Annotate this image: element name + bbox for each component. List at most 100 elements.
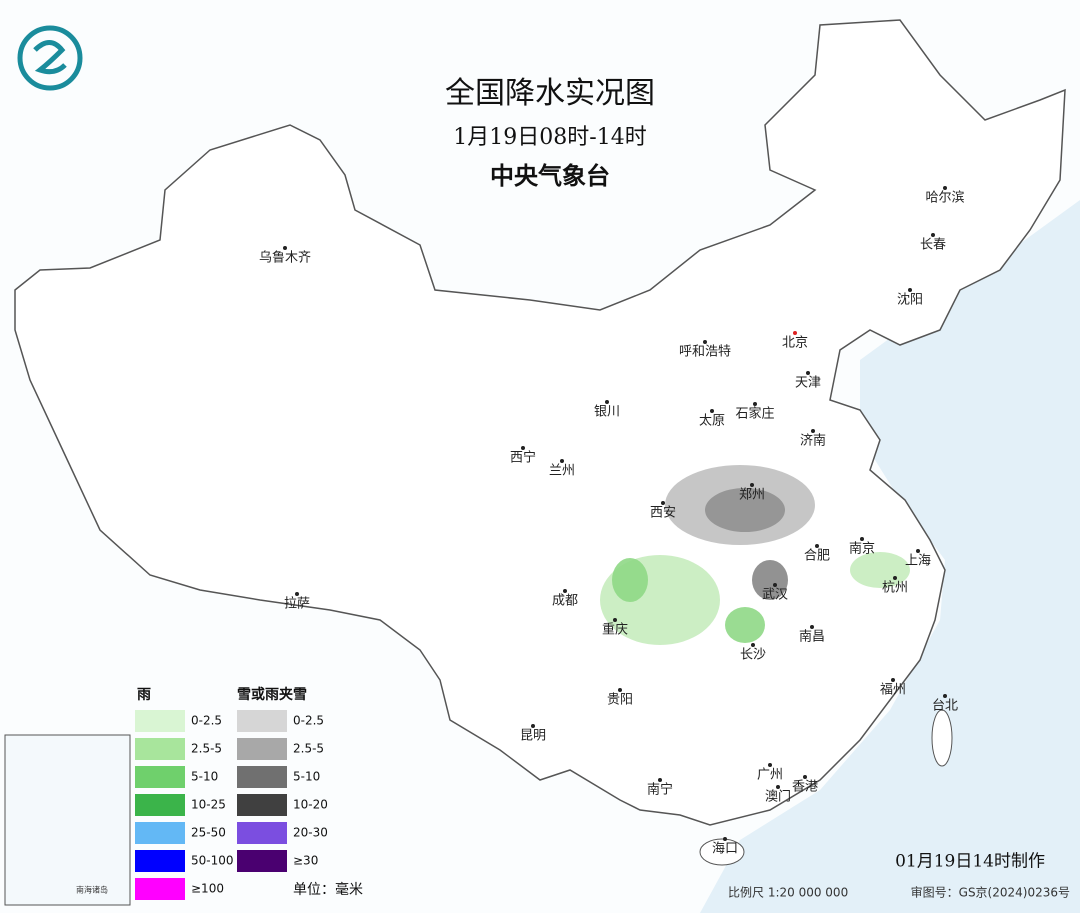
city-label: 杭州 [882, 581, 908, 596]
city-dot [703, 340, 707, 344]
city-label: 海口 [712, 842, 738, 857]
city-dot [753, 402, 757, 406]
city-label: 广州 [757, 768, 783, 783]
city-label: 南宁 [647, 782, 673, 798]
city-label: 北京 [782, 336, 808, 351]
city-label: 重庆 [602, 622, 628, 638]
city-dot [531, 724, 535, 728]
city-label: 武汉 [762, 588, 788, 603]
city-dot [931, 233, 935, 237]
snow-area [752, 560, 788, 600]
rain-area [725, 607, 765, 643]
city-dot [768, 763, 772, 767]
legend-label: 25-50 [191, 826, 226, 840]
scale: 比例尺 1:20 000 000 [728, 886, 848, 900]
city-dot [723, 837, 727, 841]
city-label: 香港 [792, 780, 818, 795]
city-dot [860, 537, 864, 541]
legend-swatch [135, 738, 185, 760]
city-dot [295, 592, 299, 596]
legend-label: ≥100 [191, 882, 224, 896]
city-dot [908, 288, 912, 292]
city-dot [605, 400, 609, 404]
sea [700, 200, 1080, 913]
legend-title: 雪或雨夹雪 [237, 686, 307, 703]
inset-label: 南海诸岛 [76, 885, 108, 895]
city-label: 西安 [650, 506, 676, 521]
legend-swatch [135, 766, 185, 788]
made-time: 01月19日14时制作 [895, 852, 1045, 872]
city-label: 福州 [880, 683, 906, 698]
city-dot [661, 501, 665, 505]
legend-swatch [237, 738, 287, 760]
city-label: 石家庄 [735, 406, 774, 422]
legend-unit: 单位：毫米 [293, 881, 363, 898]
legend-swatch [237, 710, 287, 732]
legend-label: 50-100 [191, 854, 234, 868]
city-dot [943, 694, 947, 698]
city-dot [810, 625, 814, 629]
city-label: 呼和浩特 [679, 345, 731, 360]
city-label: 沈阳 [897, 293, 923, 308]
legend-label: ≥30 [293, 854, 318, 868]
logo [33, 40, 67, 75]
city-dot [751, 643, 755, 647]
legend-label: 10-20 [293, 798, 328, 812]
approval: 审图号：GS京(2024)0236号 [911, 885, 1070, 900]
legend-label: 2.5-5 [191, 742, 222, 756]
legend-swatch [135, 822, 185, 844]
logo [17, 25, 83, 91]
city-label: 济南 [800, 433, 826, 449]
city-dot [563, 589, 567, 593]
legend-swatch [135, 850, 185, 872]
city-label: 郑州 [739, 488, 765, 503]
city-dot [793, 331, 797, 335]
city-dot [773, 583, 777, 587]
legend-swatch [135, 794, 185, 816]
legend-swatch [237, 794, 287, 816]
city-label: 天津 [795, 376, 821, 391]
city-label: 昆明 [520, 729, 546, 744]
city-dot [891, 678, 895, 682]
title: 全国降水实况图 [445, 76, 655, 111]
city-dot [776, 785, 780, 789]
city-label: 西宁 [510, 450, 536, 466]
legend-label: 0-2.5 [191, 714, 222, 728]
city-label: 兰州 [549, 464, 575, 479]
city-label: 南昌 [799, 629, 825, 645]
city-dot [710, 409, 714, 413]
city-dot [618, 688, 622, 692]
china-outline [14, 19, 1066, 826]
hainan [699, 838, 745, 866]
city-dot [815, 544, 819, 548]
legend-label: 5-10 [293, 770, 320, 784]
legend-label: 10-25 [191, 798, 226, 812]
city-dot [893, 576, 897, 580]
city-dot [521, 446, 525, 450]
city-label: 长沙 [740, 648, 766, 663]
city-dot [750, 483, 754, 487]
city-dot [803, 775, 807, 779]
city-label: 成都 [552, 594, 578, 609]
city-dot [560, 459, 564, 463]
city-label: 合肥 [804, 549, 830, 564]
city-label: 乌鲁木齐 [259, 250, 311, 266]
legend-swatch [135, 710, 185, 732]
legend-label: 2.5-5 [293, 742, 324, 756]
city-label: 上海 [905, 554, 931, 569]
city-dot [811, 429, 815, 433]
city-dot [943, 186, 947, 190]
taiwan [931, 709, 953, 767]
city-label: 拉萨 [284, 597, 310, 612]
city-label: 台北 [932, 699, 958, 714]
city-label: 银川 [594, 405, 620, 420]
agency: 中央气象台 [490, 162, 610, 190]
legend-swatch [237, 766, 287, 788]
legend-swatch [237, 822, 287, 844]
legend-title: 雨 [137, 687, 151, 703]
city-dot [658, 778, 662, 782]
subtitle: 1月19日08时-14时 [453, 125, 646, 150]
city-dot [806, 371, 810, 375]
legend-label: 0-2.5 [293, 714, 324, 728]
